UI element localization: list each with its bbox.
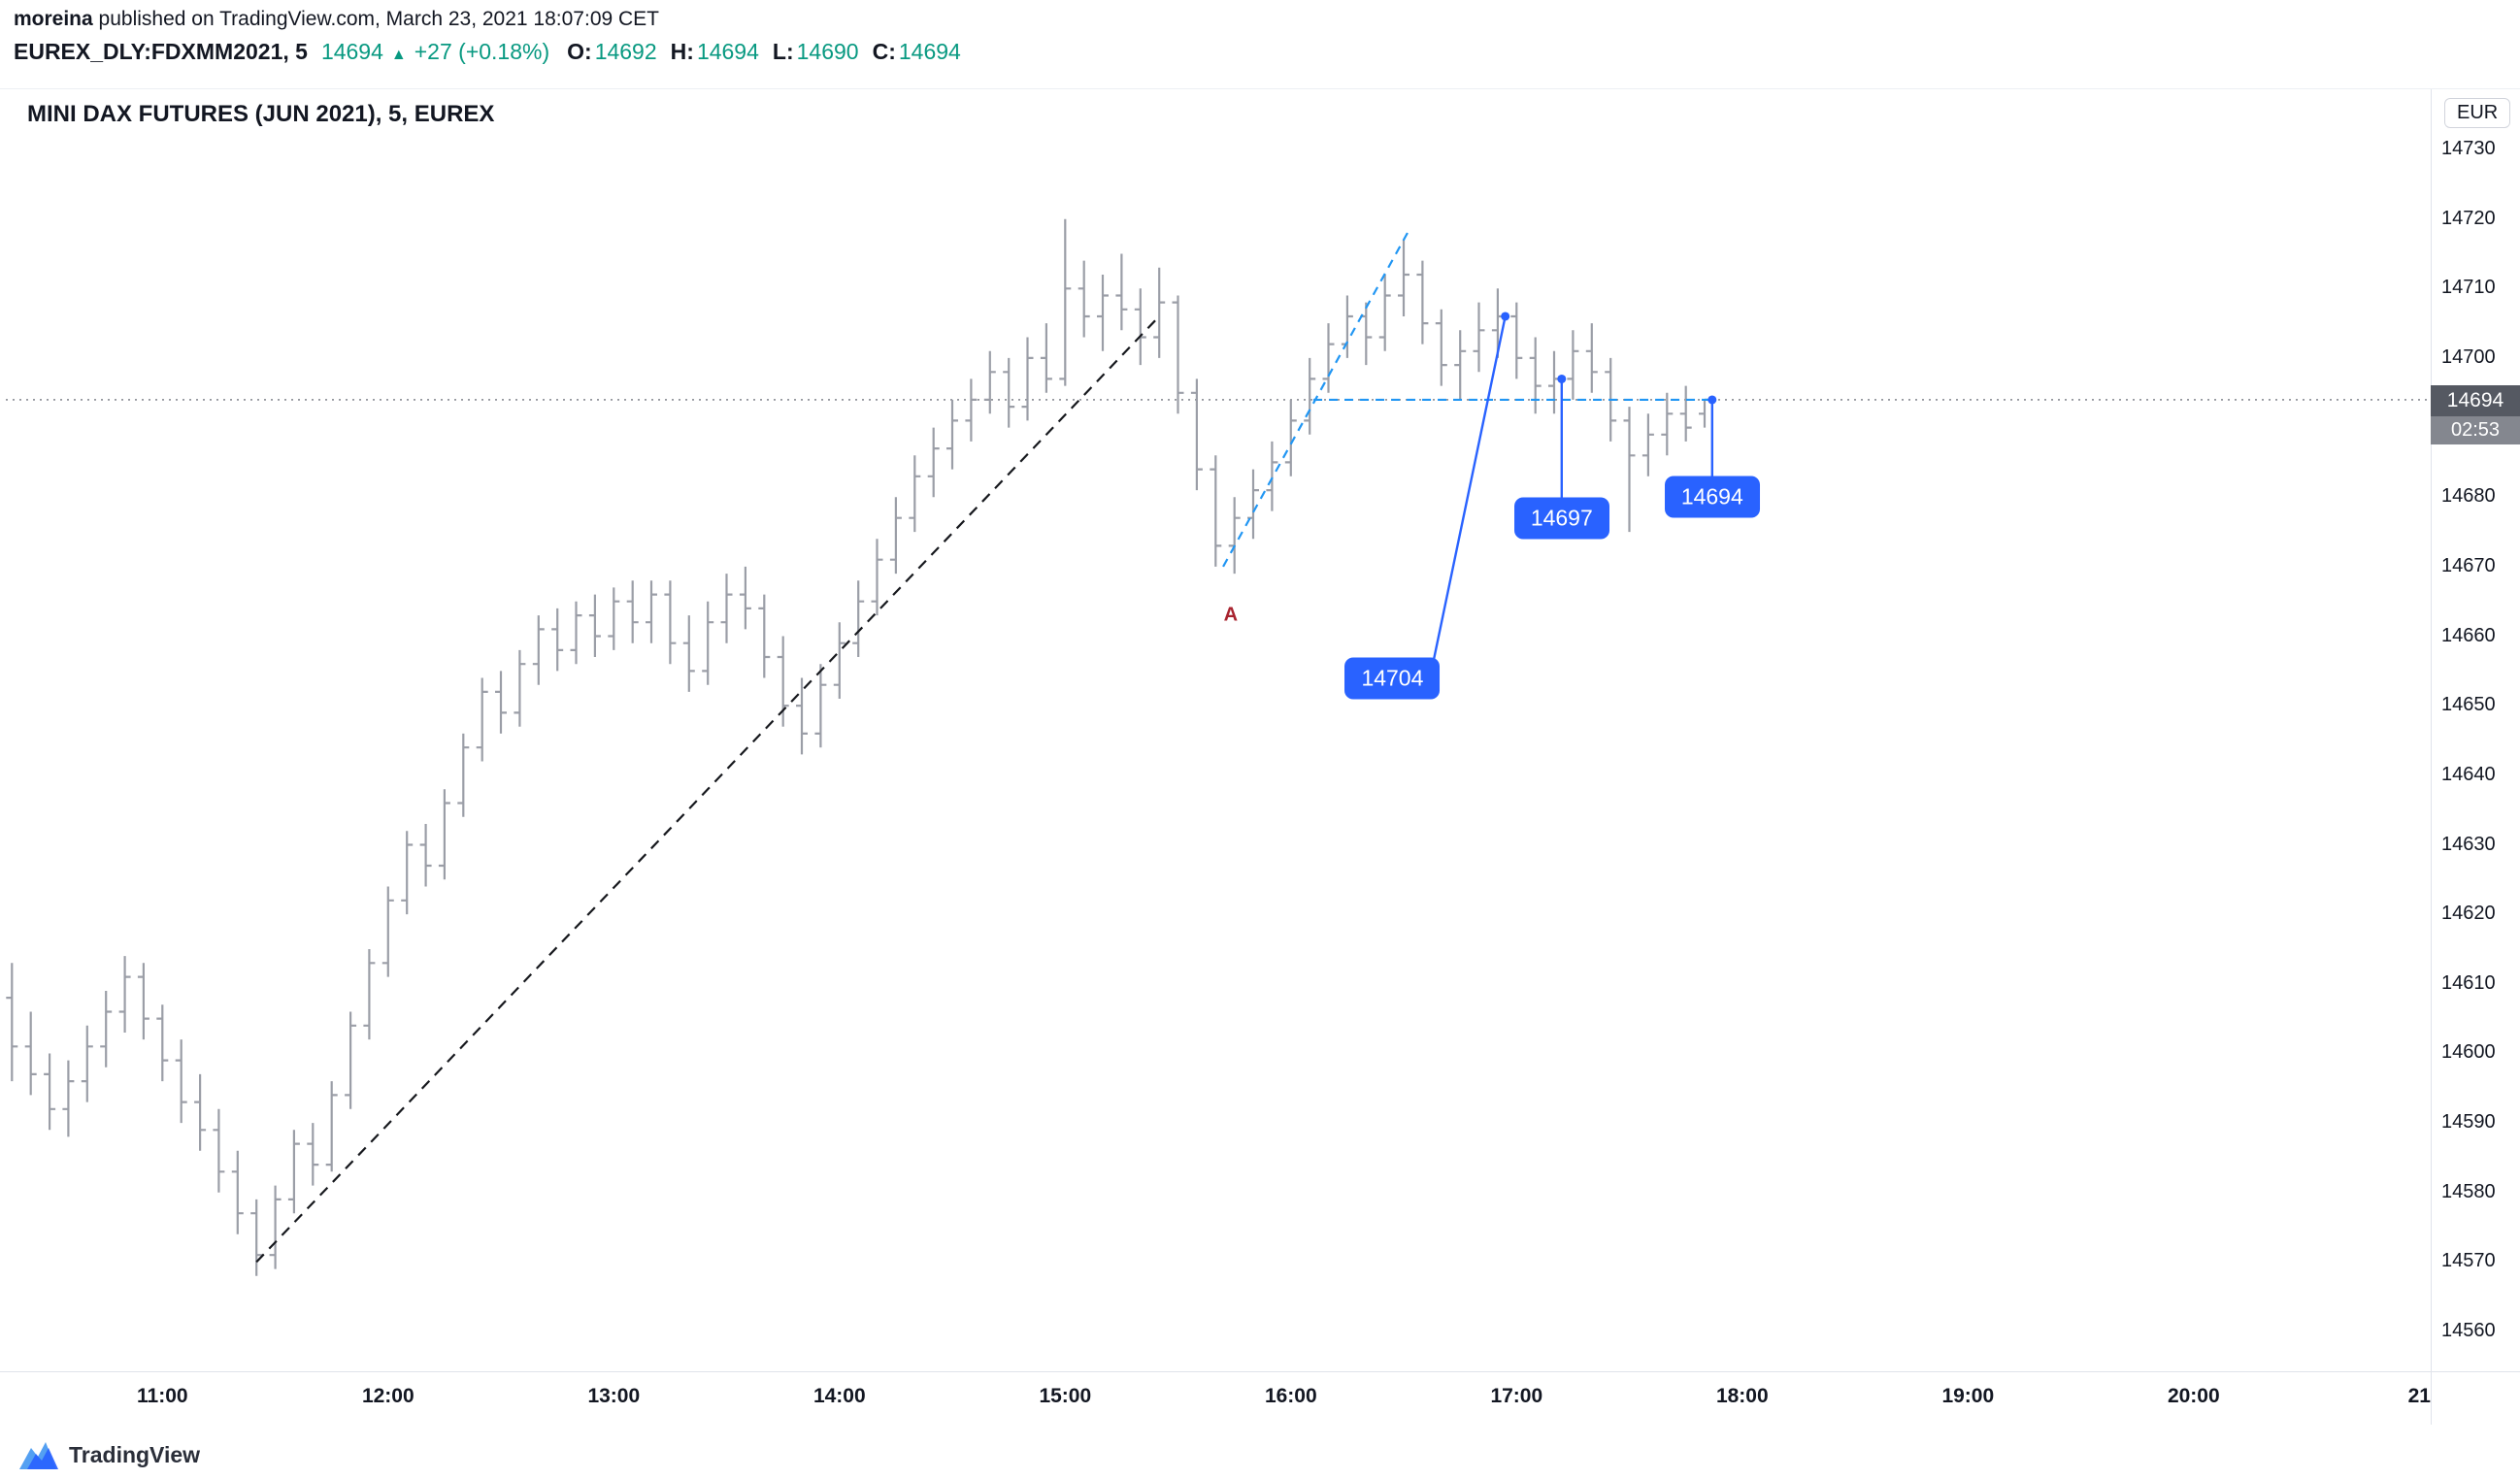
price-change: +27 (+0.18%) [414, 39, 550, 64]
price-axis-label: 14700 [2441, 345, 2496, 368]
open-label: O: [567, 39, 592, 64]
low-value: 14690 [796, 39, 859, 64]
up-arrow-icon: ▲ [390, 47, 407, 63]
low-label: L: [772, 39, 794, 64]
tradingview-logo-icon [19, 1442, 58, 1469]
price-axis-label: 14620 [2441, 903, 2496, 925]
close-label: C: [872, 39, 896, 64]
time-axis-label: 15:00 [1039, 1385, 1092, 1407]
high-value: 14694 [696, 39, 759, 64]
price-axis-label: 14730 [2441, 138, 2496, 159]
time-axis-label: 11:00 [137, 1385, 188, 1407]
chart-watermark-title: MINI DAX FUTURES (JUN 2021), 5, EUREX [27, 101, 495, 127]
callout-pointer-line [1432, 315, 1507, 663]
author-name: moreina [14, 8, 93, 30]
price-callout-label[interactable]: 14704 [1344, 657, 1441, 700]
header-divider [0, 88, 2520, 89]
price-axis-label: 14720 [2441, 207, 2496, 229]
publish-info: moreina published on TradingView.com, Ma… [14, 8, 659, 31]
close-value: 14694 [898, 39, 961, 64]
price-axis-label: 14650 [2441, 694, 2496, 716]
price-axis-label: 14590 [2441, 1111, 2496, 1134]
time-axis-label: 12:00 [361, 1385, 414, 1407]
time-axis-label: 18:00 [1715, 1385, 1769, 1407]
black-dashed-trendline[interactable] [255, 315, 1160, 1264]
high-label: H: [670, 39, 694, 64]
price-axis-label: 14560 [2441, 1320, 2496, 1342]
price-callout-label[interactable]: 14697 [1513, 497, 1609, 540]
callout-anchor-dot [1708, 395, 1717, 405]
price-callout-label[interactable]: 14694 [1664, 476, 1760, 518]
symbol-header: EUREX_DLY:FDXMM2021, 5 14694 ▲ +27 (+0.1… [14, 39, 975, 65]
price-axis-label: 14710 [2441, 277, 2496, 299]
tradingview-wordmark: TradingView [69, 1442, 201, 1467]
price-axis-label: 14640 [2441, 763, 2496, 785]
bar-countdown: 02:53 [2431, 415, 2520, 444]
time-axis-label: 19:00 [1941, 1385, 1995, 1407]
time-axis-label: 14:00 [812, 1385, 866, 1407]
price-axis[interactable]: EUR 147301472014710147001469014680146701… [2431, 89, 2520, 1425]
price-axis-label: 14570 [2441, 1250, 2496, 1272]
price-axis-label: 14610 [2441, 971, 2496, 994]
price-axis-label: 14660 [2441, 624, 2496, 646]
time-axis-label: 13:00 [587, 1385, 641, 1407]
symbol-name: EUREX_DLY:FDXMM2021, 5 [14, 39, 308, 64]
footer-brand[interactable]: TradingView [19, 1440, 200, 1470]
current-price-value: 14694 [2431, 384, 2520, 416]
time-axis-label: 17:00 [1490, 1385, 1543, 1407]
time-axis-label: 20:00 [2167, 1385, 2220, 1407]
last-price: 14694 [320, 39, 383, 64]
price-axis-label: 14680 [2441, 485, 2496, 508]
ohlc-bars [6, 218, 1710, 1276]
price-axis-label: 14580 [2441, 1180, 2496, 1202]
callout-anchor-dot [1557, 374, 1567, 383]
price-axis-label: 14670 [2441, 554, 2496, 576]
time-axis[interactable]: 11:00 12:00 13:00 14:00 15:00 16:00 17:00 18:00… [0, 1371, 2520, 1426]
callout-anchor-dot [1501, 312, 1510, 321]
time-axis-label: 21 [2407, 1385, 2431, 1407]
open-value: 14692 [594, 39, 657, 64]
currency-badge: EUR [2444, 98, 2511, 128]
time-axis-label: 16:00 [1264, 1385, 1317, 1407]
price-axis-label: 14600 [2441, 1041, 2496, 1064]
publish-text: published on TradingView.com, March 23, … [92, 8, 660, 30]
current-price-badge: 14694 02:53 [2431, 384, 2520, 444]
price-axis-label: 14630 [2441, 833, 2496, 855]
